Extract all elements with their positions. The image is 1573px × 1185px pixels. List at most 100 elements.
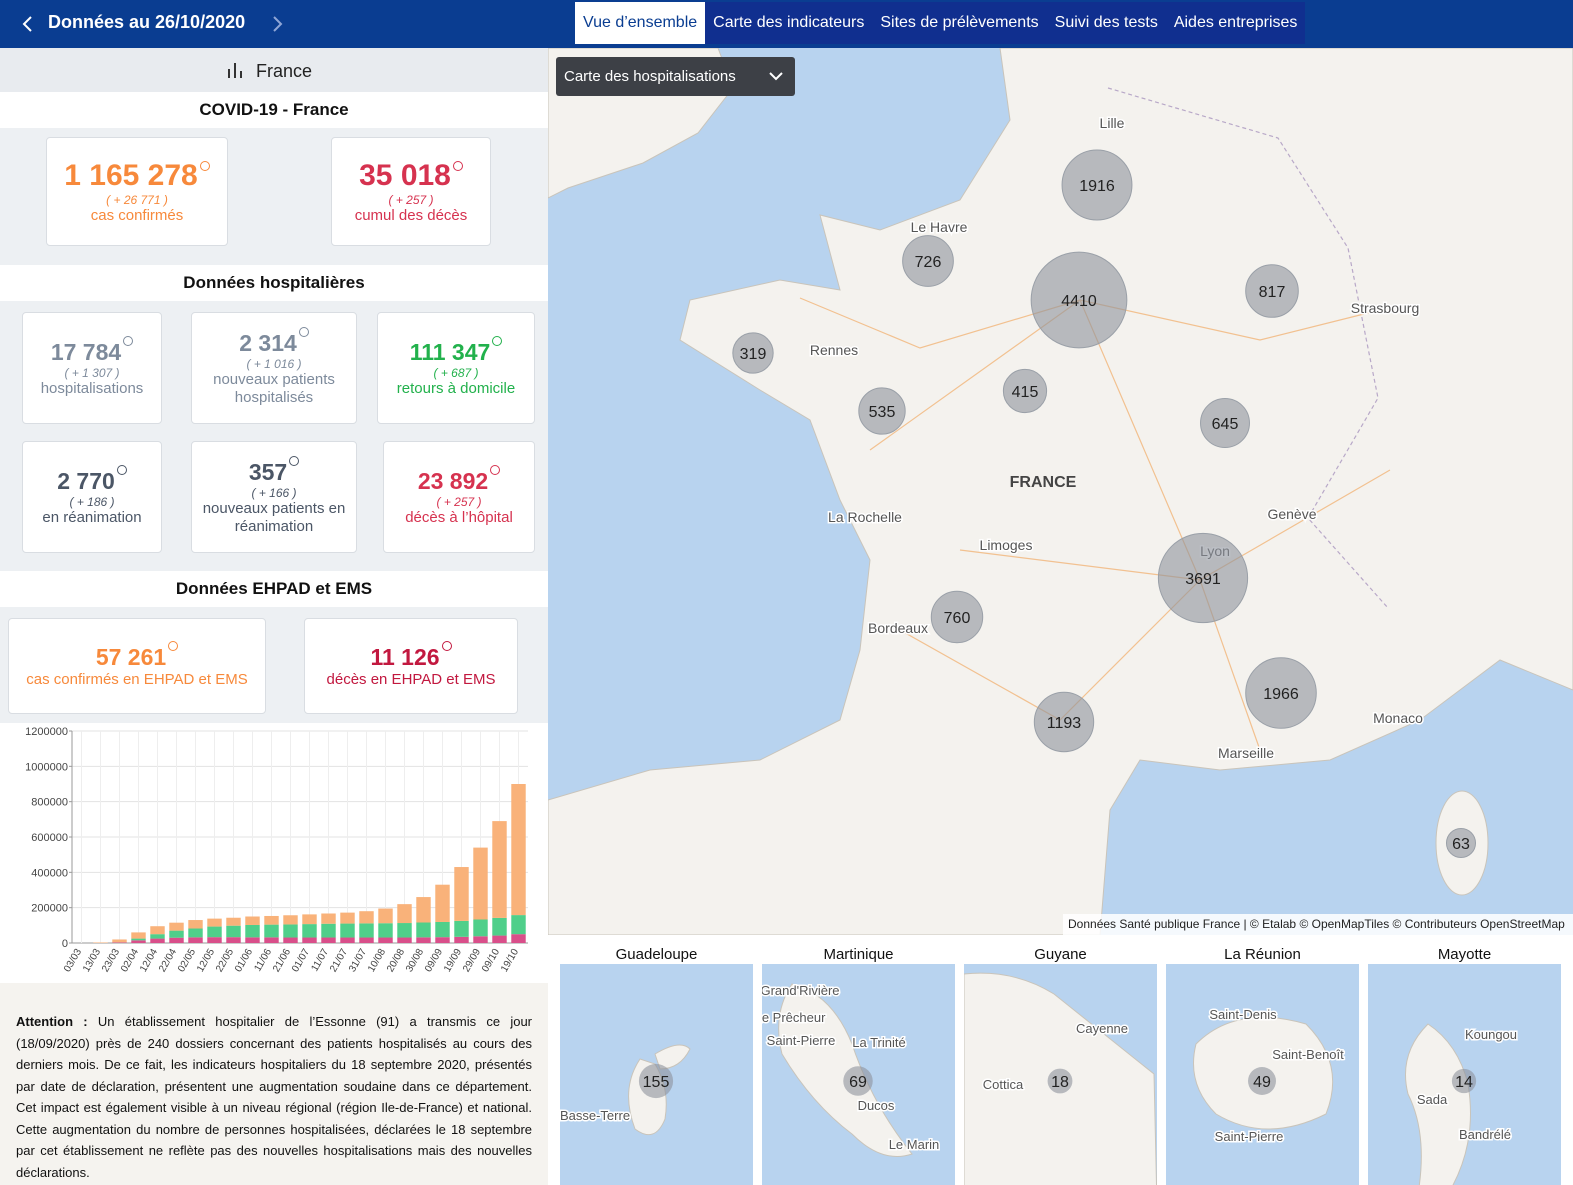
region-name: France xyxy=(256,61,313,81)
dropdown-chevron xyxy=(769,72,783,81)
place-label: Le Havre xyxy=(911,219,968,235)
bar-segment xyxy=(397,923,412,938)
kpi-value-row: 57 261 xyxy=(9,640,265,671)
bar-segment xyxy=(226,937,241,943)
kpi-label: décès en EHPAD et EMS xyxy=(326,670,496,688)
overseas-panel[interactable]: Guadeloupe Basse-Terre 155 xyxy=(560,942,753,1185)
x-tick-label: 09/09 xyxy=(423,947,445,975)
bubble[interactable] xyxy=(1445,827,1477,859)
bar-segment xyxy=(435,937,450,943)
bar-segment xyxy=(169,930,184,938)
bar-segment xyxy=(302,937,317,943)
x-tick-label: 19/09 xyxy=(442,947,464,975)
chart-icon xyxy=(228,63,242,78)
bar-segment xyxy=(511,934,526,943)
kpi-value-row: 2 770 xyxy=(23,464,161,495)
notice-text: Attention : Un établissement hospitalier… xyxy=(16,1011,532,1183)
bar-segment xyxy=(397,904,412,924)
bar-segment xyxy=(150,926,165,935)
bubble[interactable] xyxy=(1030,251,1128,349)
bar-segment xyxy=(492,821,507,918)
overseas-bubble xyxy=(1451,1068,1477,1094)
overseas-panel[interactable]: La Réunion Saint-Denis Saint-Benoît Saint-P… xyxy=(1166,942,1359,1185)
bar-segment xyxy=(416,922,431,938)
overseas-title-band xyxy=(762,942,955,964)
overseas-place: Sada xyxy=(1417,1092,1448,1107)
bubble[interactable] xyxy=(1245,657,1317,729)
place-label: Lille xyxy=(1100,115,1125,131)
bubble-label: 3691 xyxy=(1185,571,1221,588)
notice-label: Attention : xyxy=(16,1014,88,1029)
next-arrow[interactable] xyxy=(270,14,284,34)
info-icon xyxy=(123,335,134,346)
overseas-title: Martinique xyxy=(823,946,893,963)
bubble[interactable] xyxy=(1033,691,1095,753)
bubble-label: 726 xyxy=(915,254,942,271)
bar-segment xyxy=(416,937,431,943)
x-tick-label: 23/03 xyxy=(100,947,122,975)
overseas-panel[interactable]: Martinique Grand'Rivière Le Prêcheur Saint-… xyxy=(762,942,955,1185)
bubble-label: 760 xyxy=(944,610,971,627)
bubble[interactable] xyxy=(1002,368,1048,414)
overseas-place: Saint-Benoît xyxy=(1272,1047,1344,1062)
bubble[interactable] xyxy=(1157,532,1249,624)
overseas-panel[interactable]: Mayotte Koungou Sada Bandrélé 14 xyxy=(1368,942,1561,1185)
kpi-value: 2 314 xyxy=(239,329,297,356)
bar-segment xyxy=(454,867,469,921)
header-bar: Données au 26/10/2020 Vue d’ensemble Cart… xyxy=(0,0,1573,48)
overseas-bubble-label: 18 xyxy=(1051,1074,1069,1091)
bubble[interactable] xyxy=(902,235,954,287)
nav-tab[interactable]: Suivi des tests xyxy=(1054,14,1158,31)
bar-segment xyxy=(150,938,165,943)
x-tick-label: 13/03 xyxy=(81,947,103,975)
nav-tab[interactable]: Carte des indicateurs xyxy=(713,14,865,31)
overseas-title-band xyxy=(560,942,753,964)
bubble[interactable] xyxy=(1245,264,1299,318)
bubble[interactable] xyxy=(858,387,906,435)
attribution-box xyxy=(1063,914,1573,935)
x-tick-label: 09/10 xyxy=(480,947,502,975)
bubble[interactable] xyxy=(732,332,774,374)
chart-panel: 0 200000 400000 600000 800000 1000000 1200000 0… xyxy=(0,723,548,983)
overseas-place: La Trinité xyxy=(852,1035,905,1050)
map[interactable]: Carte des hospitalisations Données Santé… xyxy=(548,48,1573,935)
bubble[interactable] xyxy=(930,590,984,644)
bar-segment xyxy=(226,917,241,926)
bubble[interactable] xyxy=(1200,398,1250,448)
x-tick-label: 22/05 xyxy=(214,947,236,975)
nav-tab[interactable]: Aides entreprises xyxy=(1173,14,1298,31)
bubble[interactable] xyxy=(1061,149,1133,221)
place-label: Strasbourg xyxy=(1351,300,1419,316)
map-dropdown[interactable] xyxy=(556,57,795,96)
kpi-value: 57 261 xyxy=(95,643,167,670)
bar-segment xyxy=(492,917,507,936)
section-title: Données hospitalières xyxy=(183,273,365,292)
bar-segment xyxy=(169,922,184,931)
nav-tab[interactable]: Sites de prélèvements xyxy=(880,14,1039,31)
attribution: Données Santé publique France | © Etalab… xyxy=(1068,917,1565,931)
kpi-value: 23 892 xyxy=(417,467,489,494)
y-tick-label: 1200000 xyxy=(25,726,68,738)
region-selector[interactable] xyxy=(0,48,548,92)
info-icon xyxy=(452,160,463,171)
x-tick-label: 01/07 xyxy=(290,947,312,975)
notice: Attention : Un établissement hospitalier… xyxy=(0,983,548,1185)
prev-arrow[interactable] xyxy=(20,14,34,34)
info-icon xyxy=(116,464,127,475)
info-icon xyxy=(441,640,452,651)
bar-segment xyxy=(435,884,450,922)
nav-tab[interactable]: Vue d’ensemble xyxy=(575,2,706,44)
x-tick-label: 31/07 xyxy=(347,947,369,975)
bar-segment xyxy=(131,932,146,939)
overseas-title: Guyane xyxy=(1034,946,1087,963)
bubble-label: 1966 xyxy=(1263,686,1299,703)
kpi-value-row: 1 165 278 xyxy=(47,159,227,193)
kpi-delta: ( + 166 ) xyxy=(251,485,297,500)
bar-segment xyxy=(378,923,393,938)
overseas-place: Bandrélé xyxy=(1459,1127,1511,1142)
overseas-panel[interactable]: Guyane Cayenne Cottica 18 xyxy=(964,942,1157,1185)
kpi-delta: ( + 186 ) xyxy=(69,494,115,509)
bar-segment xyxy=(131,940,146,943)
overseas-land-group xyxy=(778,983,913,1157)
bar-segment xyxy=(283,937,298,943)
